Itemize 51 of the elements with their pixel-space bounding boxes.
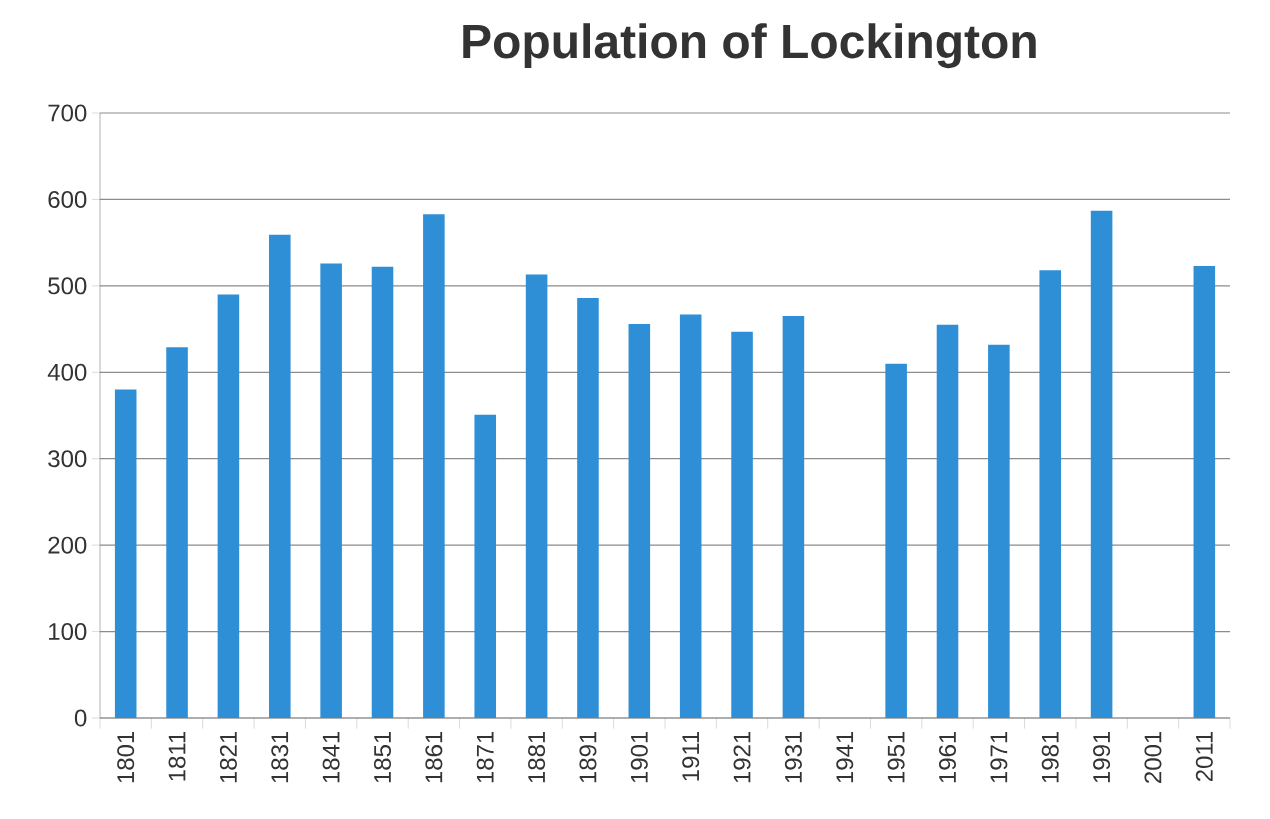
- bar: [371, 266, 394, 718]
- bar: [320, 263, 342, 718]
- x-tick-label: 1871: [476, 731, 494, 783]
- y-tick-label: 600: [48, 190, 87, 208]
- x-tick-label: 1891: [579, 731, 597, 783]
- x-tick-label: 1811: [168, 731, 186, 781]
- x-tick-label: 1961: [939, 731, 956, 783]
- x-tick-label: 1971: [990, 731, 1008, 783]
- y-tick-label: 700: [48, 104, 87, 122]
- bar: [628, 323, 651, 718]
- bar: [474, 414, 497, 718]
- x-tick-label: 1861: [425, 731, 443, 783]
- x-tick-label: 1831: [271, 731, 289, 783]
- x-tick-label: 1991: [1093, 731, 1111, 783]
- bar: [525, 274, 548, 718]
- bar: [166, 347, 188, 718]
- x-tick-label: 1851: [374, 731, 391, 783]
- x-tick-label: 1981: [1041, 731, 1059, 783]
- bar: [1039, 270, 1062, 718]
- x-tick-label: 1881: [528, 731, 546, 783]
- bar: [885, 363, 907, 718]
- bar: [782, 316, 805, 718]
- y-tick-label: 300: [48, 450, 87, 468]
- x-tick-label: 1921: [733, 731, 751, 783]
- x-tick-label: 1821: [219, 731, 237, 783]
- bar: [423, 214, 445, 718]
- bar: [217, 294, 240, 718]
- y-tick-label: 0: [74, 709, 87, 727]
- bar: [1193, 265, 1216, 718]
- bar: [268, 234, 291, 718]
- bar: [577, 297, 599, 718]
- bar: [679, 314, 702, 718]
- x-tick-label: 1801: [117, 731, 135, 783]
- x-tick-label: 1951: [887, 731, 905, 783]
- x-tick-label: 1901: [630, 731, 648, 783]
- bar: [936, 324, 959, 718]
- x-tick-label: 1931: [784, 731, 802, 783]
- bar: [988, 344, 1010, 718]
- chart-title: Population of Lockington: [463, 23, 1036, 69]
- bar: [1090, 210, 1113, 718]
- x-tick-label: 2001: [1144, 731, 1162, 783]
- x-tick-label: 1941: [836, 731, 854, 783]
- y-tick-label: 400: [47, 363, 87, 381]
- y-tick-label: 200: [48, 536, 87, 554]
- x-tick-label: 2011: [1195, 731, 1213, 782]
- bar: [114, 389, 137, 718]
- x-tick-label: 1841: [322, 731, 340, 783]
- y-tick-label: 100: [49, 623, 87, 641]
- bar: [731, 331, 753, 718]
- y-tick-label: 500: [48, 277, 87, 295]
- x-tick-label: 1911: [682, 731, 700, 781]
